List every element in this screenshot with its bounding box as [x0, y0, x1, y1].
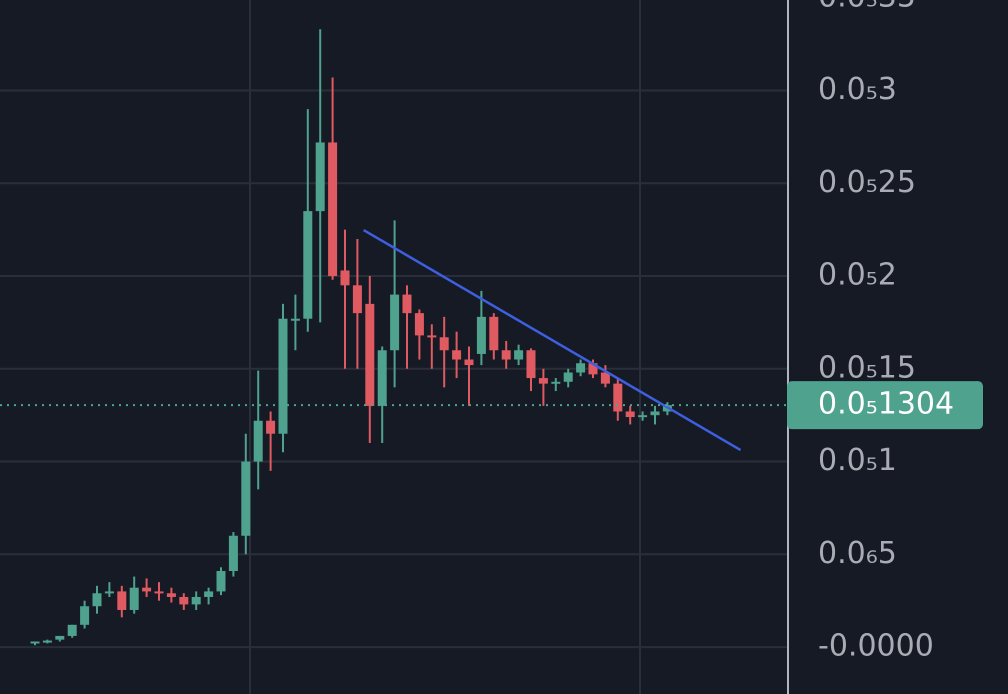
candle-body	[204, 591, 214, 597]
candle-body	[67, 624, 77, 636]
candle-body	[526, 350, 536, 379]
y-tick-label: 0.0₅2	[818, 258, 897, 293]
candle-body	[55, 635, 65, 640]
candle-body	[365, 303, 375, 406]
candle-body	[216, 571, 226, 592]
last-price-box	[787, 381, 983, 430]
candle-body	[92, 593, 102, 607]
y-tick-label: 0.0₅15	[818, 350, 916, 385]
candle-body	[588, 363, 598, 375]
candle-body	[638, 415, 648, 418]
candle-body	[625, 411, 635, 418]
candle-body	[390, 294, 400, 351]
y-tick-label: 0.0₅25	[818, 165, 916, 200]
candle-body	[253, 420, 263, 462]
candle-body	[439, 337, 449, 351]
candle-body	[80, 606, 90, 625]
candle-body	[228, 535, 238, 572]
candle-body	[166, 593, 176, 597]
candle-body	[191, 596, 201, 605]
candle-body	[340, 270, 350, 286]
candle-body	[650, 411, 660, 416]
candle-body	[563, 372, 573, 382]
candle-body	[514, 350, 524, 360]
candle-body	[290, 318, 300, 321]
trendline	[362, 228, 742, 452]
candle-body	[241, 461, 251, 536]
candle-body	[154, 591, 164, 594]
candle-body	[278, 318, 288, 434]
candle-body	[179, 596, 189, 605]
candle-body	[104, 591, 114, 594]
candle-body	[42, 640, 52, 643]
candle-body	[117, 591, 127, 610]
y-tick-label: 0.0₆5	[818, 536, 897, 571]
candle-body	[476, 316, 486, 354]
candle-body	[303, 211, 313, 319]
candle-body	[538, 378, 548, 384]
candle-body	[328, 142, 338, 277]
candle-body	[414, 313, 424, 336]
last-price-label: 0.0₅1304	[818, 387, 954, 422]
candle-body	[315, 142, 325, 212]
candle-body	[613, 383, 623, 412]
candle-body	[402, 294, 412, 314]
y-tick-label: 0.0₅1	[818, 443, 897, 478]
candle-body	[352, 285, 362, 314]
candle-body	[489, 316, 499, 351]
candle-body	[427, 335, 437, 338]
candle-body	[551, 381, 561, 384]
candle-body	[576, 363, 586, 373]
candle-body	[452, 350, 462, 360]
y-tick-label: -0.0000	[818, 629, 934, 664]
candle-body	[266, 420, 276, 434]
y-tick-label: 0.0₅3	[818, 72, 897, 107]
candle-body	[377, 350, 387, 406]
candle-body	[142, 587, 152, 592]
y-tick-label: 0.0₅35	[818, 0, 916, 14]
candle-body	[600, 372, 610, 384]
candle-body	[501, 350, 511, 360]
candle-body	[129, 587, 139, 610]
candle-body	[30, 641, 40, 644]
candle-body	[464, 359, 474, 366]
